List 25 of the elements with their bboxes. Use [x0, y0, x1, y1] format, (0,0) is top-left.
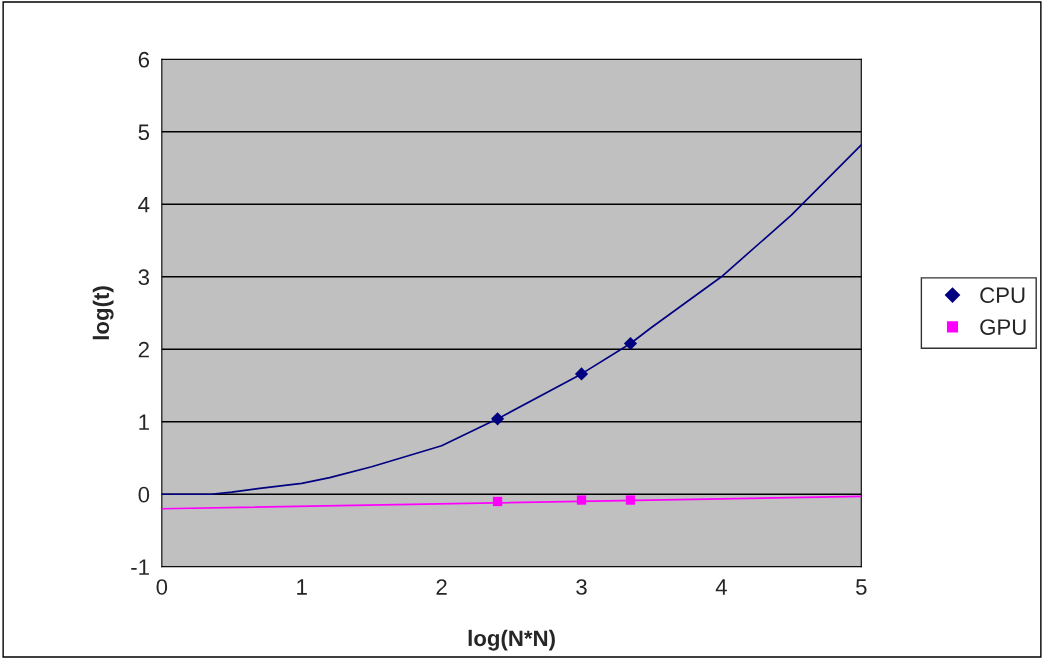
x-tick-label: 2 [436, 579, 447, 595]
legend-label: CPU [980, 287, 1025, 304]
x-tick-label: 0 [156, 579, 168, 595]
y-tick-label: 0 [138, 486, 150, 503]
x-tick-label: 5 [856, 579, 867, 595]
y-tick-label: 3 [138, 269, 150, 286]
y-tick-label: 4 [138, 197, 150, 213]
x-axis-title: log(N*N) [468, 629, 555, 651]
x-tick-label: 3 [576, 579, 587, 595]
y-tick-label: 1 [139, 414, 149, 430]
y-axis-title: log(t) [92, 286, 114, 340]
point [492, 496, 503, 507]
point [625, 495, 636, 505]
point [574, 367, 589, 381]
point [576, 495, 587, 505]
y-tick-label: 5 [138, 124, 150, 141]
legend-label: GPU [980, 319, 1026, 335]
y-tick-label: 6 [138, 51, 150, 68]
x-tick-label: 4 [715, 579, 727, 595]
point [623, 336, 638, 351]
y-tick-label: -1 [131, 559, 149, 575]
line-series [161, 144, 862, 496]
point [490, 412, 505, 426]
x-tick-label: 1 [297, 579, 307, 595]
y-tick-label: 2 [138, 341, 149, 358]
